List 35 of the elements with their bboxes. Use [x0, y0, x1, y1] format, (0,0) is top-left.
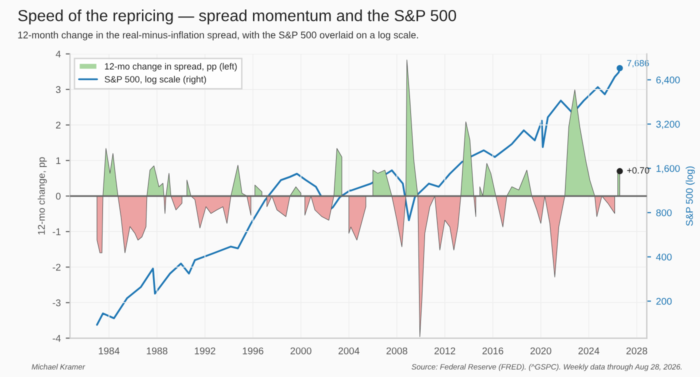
legend-label: 12-mo change in spread, pp (left): [104, 62, 237, 72]
y2-tick-label: 800: [656, 209, 672, 216]
x-tick-label: 2000: [290, 347, 312, 354]
x-tick-label: 1988: [146, 347, 168, 354]
y-tick-label: -3: [52, 299, 61, 306]
x-tick-label: 2024: [578, 347, 600, 354]
y-tick-label: -2: [52, 264, 60, 271]
y-tick-label: -1: [52, 228, 60, 236]
y-axis-title: 12-mo change, pp: [38, 157, 47, 234]
y2-tick-label: 6,400: [656, 76, 680, 85]
data-label: 7,686: [627, 60, 649, 68]
x-tick-label: 1992: [194, 347, 216, 354]
y-tick-label: 1: [56, 157, 60, 164]
x-tick-label: 2020: [530, 347, 552, 354]
y-tick-label: 4: [56, 50, 61, 58]
y2-tick-label: 3,200: [656, 120, 680, 129]
x-tick-label: 2008: [386, 347, 408, 354]
y-tick-label: 2: [56, 122, 60, 128]
x-tick-label: 2004: [338, 347, 360, 354]
y2-axis-title: S&P 500 (log): [686, 166, 695, 226]
y-tick-label: 3: [56, 86, 61, 94]
x-tick-label: 2012: [434, 347, 456, 354]
y2-tick-label: 1,600: [656, 165, 680, 174]
x-tick-label: 1996: [242, 347, 264, 354]
annotation: +0.70: [627, 167, 650, 174]
y2-tick-label: 200: [656, 298, 672, 305]
y2-tick-label: 400: [656, 254, 672, 260]
y-tick-label: -4: [52, 335, 61, 342]
x-tick-label: 2016: [482, 347, 504, 354]
y-tick-label: 0: [56, 192, 61, 200]
x-tick-label: 1984: [98, 347, 120, 354]
x-tick-label: 2028: [626, 347, 648, 354]
legend-label: S&P 500, log scale (right): [104, 76, 206, 84]
chart-subtitle: 12-month change in the real-minus-inflation spread, with the S&P 500 overlaid on a log scale.: [18, 31, 418, 40]
chart-title: Speed of the repricing — spread momentum and the S&P 500: [18, 10, 456, 24]
